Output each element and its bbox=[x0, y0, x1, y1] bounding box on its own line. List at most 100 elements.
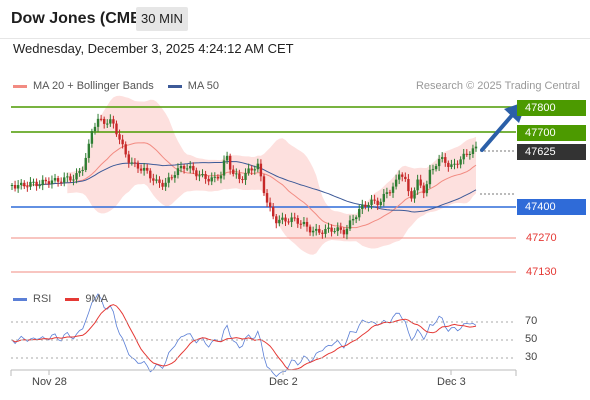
rsi-swatch-icon bbox=[13, 297, 27, 301]
candle-body bbox=[10, 185, 14, 186]
candle-body bbox=[256, 163, 260, 170]
ma20-legend-label: MA 20 + Bollinger Bands bbox=[33, 80, 154, 92]
candle-body bbox=[342, 229, 346, 235]
candle-body bbox=[354, 217, 358, 220]
candle-body bbox=[26, 186, 29, 188]
candle-body bbox=[78, 170, 81, 174]
x-axis-label: Dec 2 bbox=[269, 376, 298, 388]
candle-body bbox=[453, 163, 456, 165]
candle-body bbox=[241, 179, 244, 181]
candle-body bbox=[471, 148, 475, 155]
candle-body bbox=[164, 182, 167, 187]
candle-body bbox=[81, 169, 84, 171]
candle-body bbox=[450, 164, 453, 167]
candle-body bbox=[118, 134, 121, 140]
candle-body bbox=[268, 202, 272, 207]
candle-body bbox=[235, 173, 238, 175]
candle-body bbox=[47, 181, 51, 184]
rsi-ma9-line bbox=[11, 304, 477, 371]
candle-body bbox=[318, 228, 321, 233]
candle-body bbox=[410, 191, 413, 199]
ma50-line bbox=[36, 160, 477, 213]
candle-body bbox=[253, 169, 256, 171]
candle-body bbox=[112, 119, 115, 124]
candle-body bbox=[167, 177, 170, 183]
candle-body bbox=[431, 169, 435, 171]
candle-body bbox=[35, 181, 38, 187]
candle-body bbox=[238, 173, 241, 180]
candle-body bbox=[93, 126, 97, 132]
datetime-label: Wednesday, December 3, 2025 4:24:12 AM C… bbox=[13, 41, 294, 56]
candle-body bbox=[324, 229, 327, 234]
candle-body bbox=[222, 160, 226, 176]
candle-body bbox=[16, 185, 20, 189]
candle-body bbox=[296, 218, 299, 224]
candle-body bbox=[397, 174, 401, 180]
candle-body bbox=[456, 163, 459, 165]
candle-body bbox=[373, 199, 376, 201]
candle-body bbox=[321, 232, 324, 234]
candle-body bbox=[170, 177, 173, 179]
rsi-line bbox=[11, 293, 477, 378]
candle-body bbox=[244, 173, 247, 180]
candle-body bbox=[201, 174, 204, 176]
header: Dow Jones (CME) 30 MIN bbox=[0, 0, 590, 39]
candle-body bbox=[130, 162, 134, 164]
candle-body bbox=[216, 176, 220, 179]
candle-body bbox=[250, 168, 253, 171]
rsi-legend-label: RSI bbox=[33, 293, 52, 305]
candle-body bbox=[56, 178, 60, 182]
rsi-tick-30: 30 bbox=[525, 351, 538, 363]
ma20-swatch-icon bbox=[13, 84, 27, 88]
candle-body bbox=[32, 181, 35, 183]
candle-body bbox=[351, 219, 355, 221]
candle-body bbox=[271, 206, 275, 217]
candle-body bbox=[305, 221, 309, 227]
level-badge-47700: 47700 bbox=[517, 125, 586, 141]
candle-body bbox=[336, 227, 339, 232]
candle-body bbox=[315, 228, 318, 231]
ma50-swatch-icon bbox=[167, 84, 182, 88]
candle-body bbox=[158, 179, 161, 183]
candle-body bbox=[189, 166, 192, 169]
candle-body bbox=[173, 175, 177, 178]
candle-body bbox=[84, 157, 87, 170]
candle-body bbox=[207, 178, 210, 182]
x-axis-label: Nov 28 bbox=[32, 376, 67, 388]
candle-body bbox=[299, 223, 303, 225]
candle-body bbox=[161, 182, 164, 187]
candle-body bbox=[444, 157, 447, 163]
candle-body bbox=[90, 131, 94, 144]
ma9-legend-label: 9MA bbox=[85, 293, 108, 305]
candle-body bbox=[425, 184, 429, 194]
last-price-badge: 47625 bbox=[517, 144, 586, 160]
candle-body bbox=[465, 153, 468, 155]
timeframe-button[interactable]: 30 MIN bbox=[136, 7, 188, 31]
level-label-47270: 47270 bbox=[526, 232, 557, 244]
ma50-legend-label: MA 50 bbox=[187, 80, 219, 92]
candle-body bbox=[259, 163, 263, 177]
candle-body bbox=[139, 168, 143, 171]
candle-body bbox=[388, 192, 392, 194]
candle-body bbox=[262, 176, 266, 194]
candle-body bbox=[232, 169, 235, 175]
candle-body bbox=[195, 170, 198, 177]
candle-body bbox=[308, 226, 312, 233]
candle-body bbox=[281, 217, 284, 220]
candle-body bbox=[437, 158, 441, 167]
candle-body bbox=[115, 123, 118, 135]
candle-body bbox=[23, 182, 26, 187]
x-axis-label: Dec 3 bbox=[437, 376, 466, 388]
candle-body bbox=[361, 204, 364, 210]
candle-body bbox=[142, 167, 146, 171]
candle-body bbox=[185, 168, 189, 170]
candle-body bbox=[96, 118, 100, 127]
candle-body bbox=[106, 123, 109, 125]
candle-body bbox=[176, 168, 180, 176]
candle-body bbox=[367, 204, 370, 207]
candle-body bbox=[63, 177, 66, 183]
candle-body bbox=[198, 175, 201, 177]
candle-body bbox=[210, 177, 213, 182]
candle-body bbox=[152, 178, 155, 181]
candle-body bbox=[44, 179, 48, 182]
